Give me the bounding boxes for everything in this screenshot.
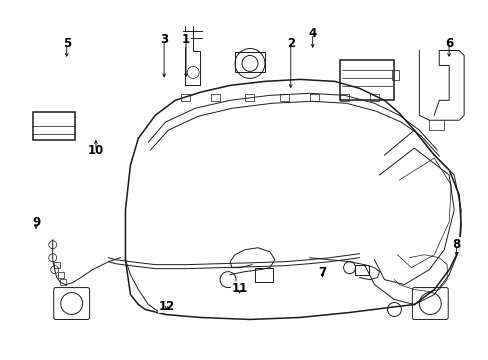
Bar — [354, 265, 368, 275]
Bar — [60, 279, 65, 285]
Text: 5: 5 — [62, 36, 71, 50]
Text: 4: 4 — [308, 27, 316, 40]
Text: 2: 2 — [286, 36, 294, 50]
Bar — [54, 262, 60, 268]
Bar — [33, 112, 75, 140]
Bar — [339, 60, 394, 100]
Bar — [392, 71, 399, 80]
Text: 7: 7 — [318, 266, 326, 279]
Text: 12: 12 — [158, 300, 174, 313]
Text: 10: 10 — [88, 144, 104, 157]
Bar — [280, 94, 289, 101]
Bar — [245, 94, 254, 101]
Bar — [369, 94, 378, 101]
Bar — [254, 268, 272, 282]
Bar — [58, 272, 63, 278]
Text: 9: 9 — [32, 216, 40, 229]
Text: 3: 3 — [160, 33, 168, 46]
Bar — [309, 94, 319, 101]
Bar — [210, 94, 219, 101]
Text: 6: 6 — [444, 36, 452, 50]
Text: 11: 11 — [231, 282, 247, 295]
Bar — [340, 94, 348, 101]
Bar — [181, 94, 189, 101]
Bar — [235, 53, 264, 72]
Text: 1: 1 — [182, 33, 190, 46]
Text: 8: 8 — [451, 238, 460, 251]
